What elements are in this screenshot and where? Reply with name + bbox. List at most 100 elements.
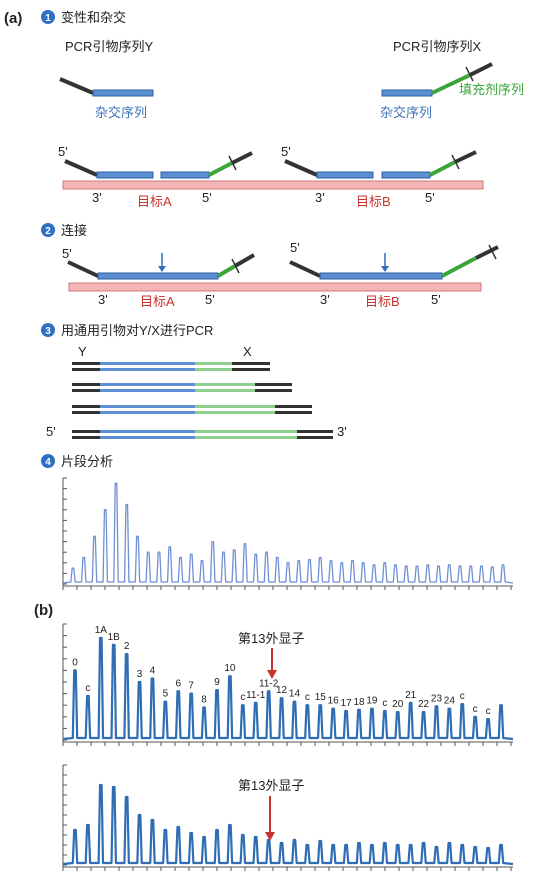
peak-point	[487, 718, 489, 720]
peak-point	[502, 564, 504, 566]
peak-label: 1A	[95, 625, 108, 636]
pcr-stuffer-segment	[195, 383, 255, 386]
peak-point	[280, 697, 283, 699]
pcr-primer-x-segment	[255, 383, 292, 386]
five-prime-a2: 5'	[202, 190, 212, 205]
five-prime-b2: 5'	[425, 190, 435, 205]
pcr-product-1	[72, 362, 270, 371]
peak-point	[394, 564, 397, 566]
peak-point	[437, 565, 440, 567]
peak-label: 16	[328, 696, 340, 707]
five-prime-pcr: 5'	[46, 424, 56, 439]
step4-title: 片段分析	[61, 454, 113, 469]
pcr-hybrid-segment	[100, 383, 195, 386]
pcr-stuffer-segment	[195, 436, 297, 439]
pcr-product-3	[72, 405, 312, 414]
peak-point	[422, 842, 425, 844]
peak-point	[384, 710, 386, 712]
five-prime-b1: 5'	[281, 144, 291, 159]
target-a-label-1: 目标A	[137, 194, 172, 209]
peak-point	[113, 786, 115, 788]
peak-point	[461, 844, 463, 846]
peak-label: 20	[392, 699, 404, 710]
target-strand-hybrid	[62, 180, 484, 190]
probe-pair-a	[64, 151, 253, 179]
pcr-hybrid-segment	[100, 430, 195, 433]
ligated-probe-b	[289, 244, 499, 280]
peak-point	[280, 842, 283, 844]
peak-label: 17	[341, 698, 353, 709]
pcr-primer-x-segment	[255, 389, 292, 392]
peak-point	[371, 708, 373, 710]
ligated-probe-a	[67, 253, 256, 280]
peak-point	[100, 637, 102, 639]
pcr-primer-y-segment	[72, 389, 100, 392]
peak-point	[332, 708, 334, 710]
peak-label: c	[305, 692, 310, 703]
peak-label: 2	[124, 641, 130, 652]
peak-point	[384, 842, 386, 844]
hybrid-seq-right-label: 杂交序列	[380, 105, 432, 120]
peak-point	[319, 556, 321, 559]
pcr-primer-x-segment	[297, 430, 333, 433]
peak-point	[104, 509, 106, 511]
peak-label: 4	[150, 666, 156, 677]
step2-number: 2	[45, 226, 51, 237]
pcr-hybrid-segment	[100, 362, 195, 365]
step4-badge	[41, 454, 55, 468]
pcr-primer-x-segment	[232, 362, 270, 365]
peak-point	[373, 564, 375, 566]
peak-point	[74, 829, 76, 831]
step1-badge	[41, 10, 55, 24]
peak-point	[212, 541, 214, 543]
peak-point	[93, 535, 96, 537]
primer-x-label: PCR引物序列X	[393, 39, 481, 54]
target-b-label-2: 目标B	[365, 294, 400, 309]
probe-pair-b	[284, 150, 477, 179]
peak-point	[435, 846, 438, 848]
three-prime-b1: 3'	[315, 190, 325, 205]
panel-b-label: (b)	[34, 602, 53, 619]
peak-label: 1B	[108, 632, 121, 643]
peak-point	[255, 702, 257, 704]
pcr-stuffer-segment	[195, 368, 232, 371]
peak-point	[177, 826, 179, 828]
five-prime-a1: 5'	[58, 144, 68, 159]
peak-point	[255, 836, 257, 838]
peak-point	[319, 704, 321, 706]
peak-label: 7	[188, 681, 194, 692]
peak-point	[147, 551, 149, 553]
peak-point	[233, 549, 235, 551]
peak-point	[500, 844, 502, 846]
peak-label: 23	[431, 693, 443, 704]
peak-point	[216, 689, 218, 691]
peak-point	[459, 565, 461, 567]
pcr-stuffer-segment	[195, 362, 232, 365]
peak-point	[113, 644, 115, 646]
hybrid-seq-left-label: 杂交序列	[95, 105, 147, 120]
panel-a-label: (a)	[4, 10, 22, 27]
peak-point	[151, 819, 154, 821]
peak-point	[362, 562, 364, 564]
peak-point	[435, 705, 438, 707]
pcr-stuffer-segment	[195, 411, 275, 414]
peak-label: 22	[418, 699, 430, 710]
exon13-arrow-1	[267, 648, 277, 679]
step1-title: 变性和杂交	[61, 10, 126, 25]
peak-point	[358, 709, 360, 711]
stuffer-seq-label: 填充剂序列	[459, 82, 524, 97]
step3-badge	[41, 323, 55, 337]
peak-label: 10	[224, 663, 236, 674]
y-label: Y	[78, 344, 87, 359]
stuffer-seq-bar	[431, 73, 471, 95]
peak-point	[332, 844, 334, 846]
pcr-products	[72, 362, 333, 439]
peak-point	[164, 829, 166, 831]
peak-point	[306, 704, 308, 706]
peak-point	[158, 551, 160, 553]
step2-title: 连接	[61, 223, 87, 238]
peak-point	[83, 556, 85, 559]
exon13-label-1: 第13外显子	[238, 631, 304, 646]
pcr-hybrid-segment	[100, 405, 195, 408]
